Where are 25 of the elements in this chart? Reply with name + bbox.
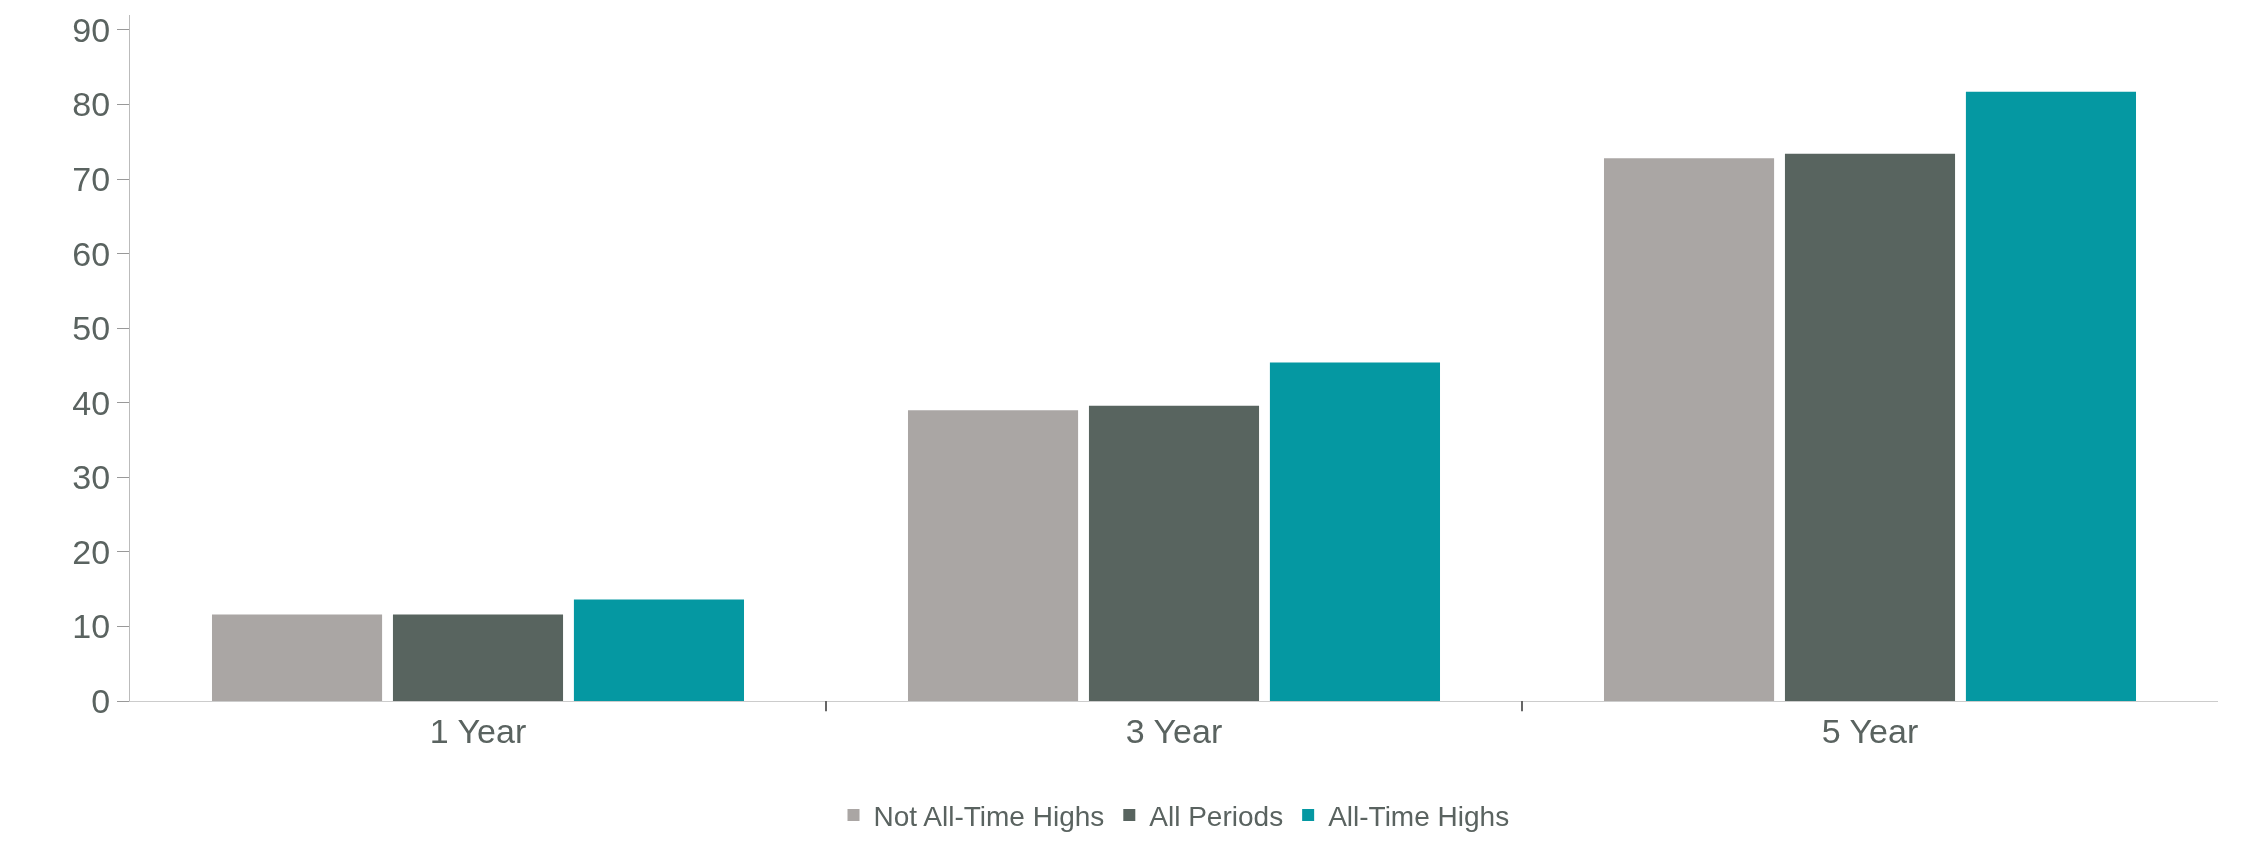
y-tick-label: 0 [91, 681, 111, 720]
bar [392, 614, 564, 701]
bar [1088, 405, 1260, 701]
bar [211, 614, 383, 701]
x-tick-label: 1 Year [429, 711, 527, 750]
y-tick-label: 90 [72, 10, 111, 49]
x-tick-label: 5 Year [1821, 711, 1919, 750]
y-tick-label: 10 [72, 607, 111, 646]
y-tick-label: 40 [72, 383, 111, 422]
y-tick-label: 70 [72, 159, 111, 198]
x-tick-label: 3 Year [1125, 711, 1223, 750]
legend-label: All-Time Highs [1328, 800, 1510, 832]
legend-label: Not All-Time Highs [873, 800, 1105, 832]
y-tick-label: 30 [72, 458, 111, 497]
bar [1269, 362, 1441, 701]
bar [1965, 91, 2137, 701]
y-tick-label: 60 [72, 234, 111, 273]
bar [907, 410, 1079, 701]
bar [1603, 158, 1775, 701]
bar [1784, 153, 1956, 701]
y-tick-label: 80 [72, 85, 111, 124]
y-tick-label: 50 [72, 309, 111, 348]
bar [573, 599, 745, 701]
legend-label: All Periods [1149, 800, 1284, 832]
y-tick-label: 20 [72, 532, 111, 571]
